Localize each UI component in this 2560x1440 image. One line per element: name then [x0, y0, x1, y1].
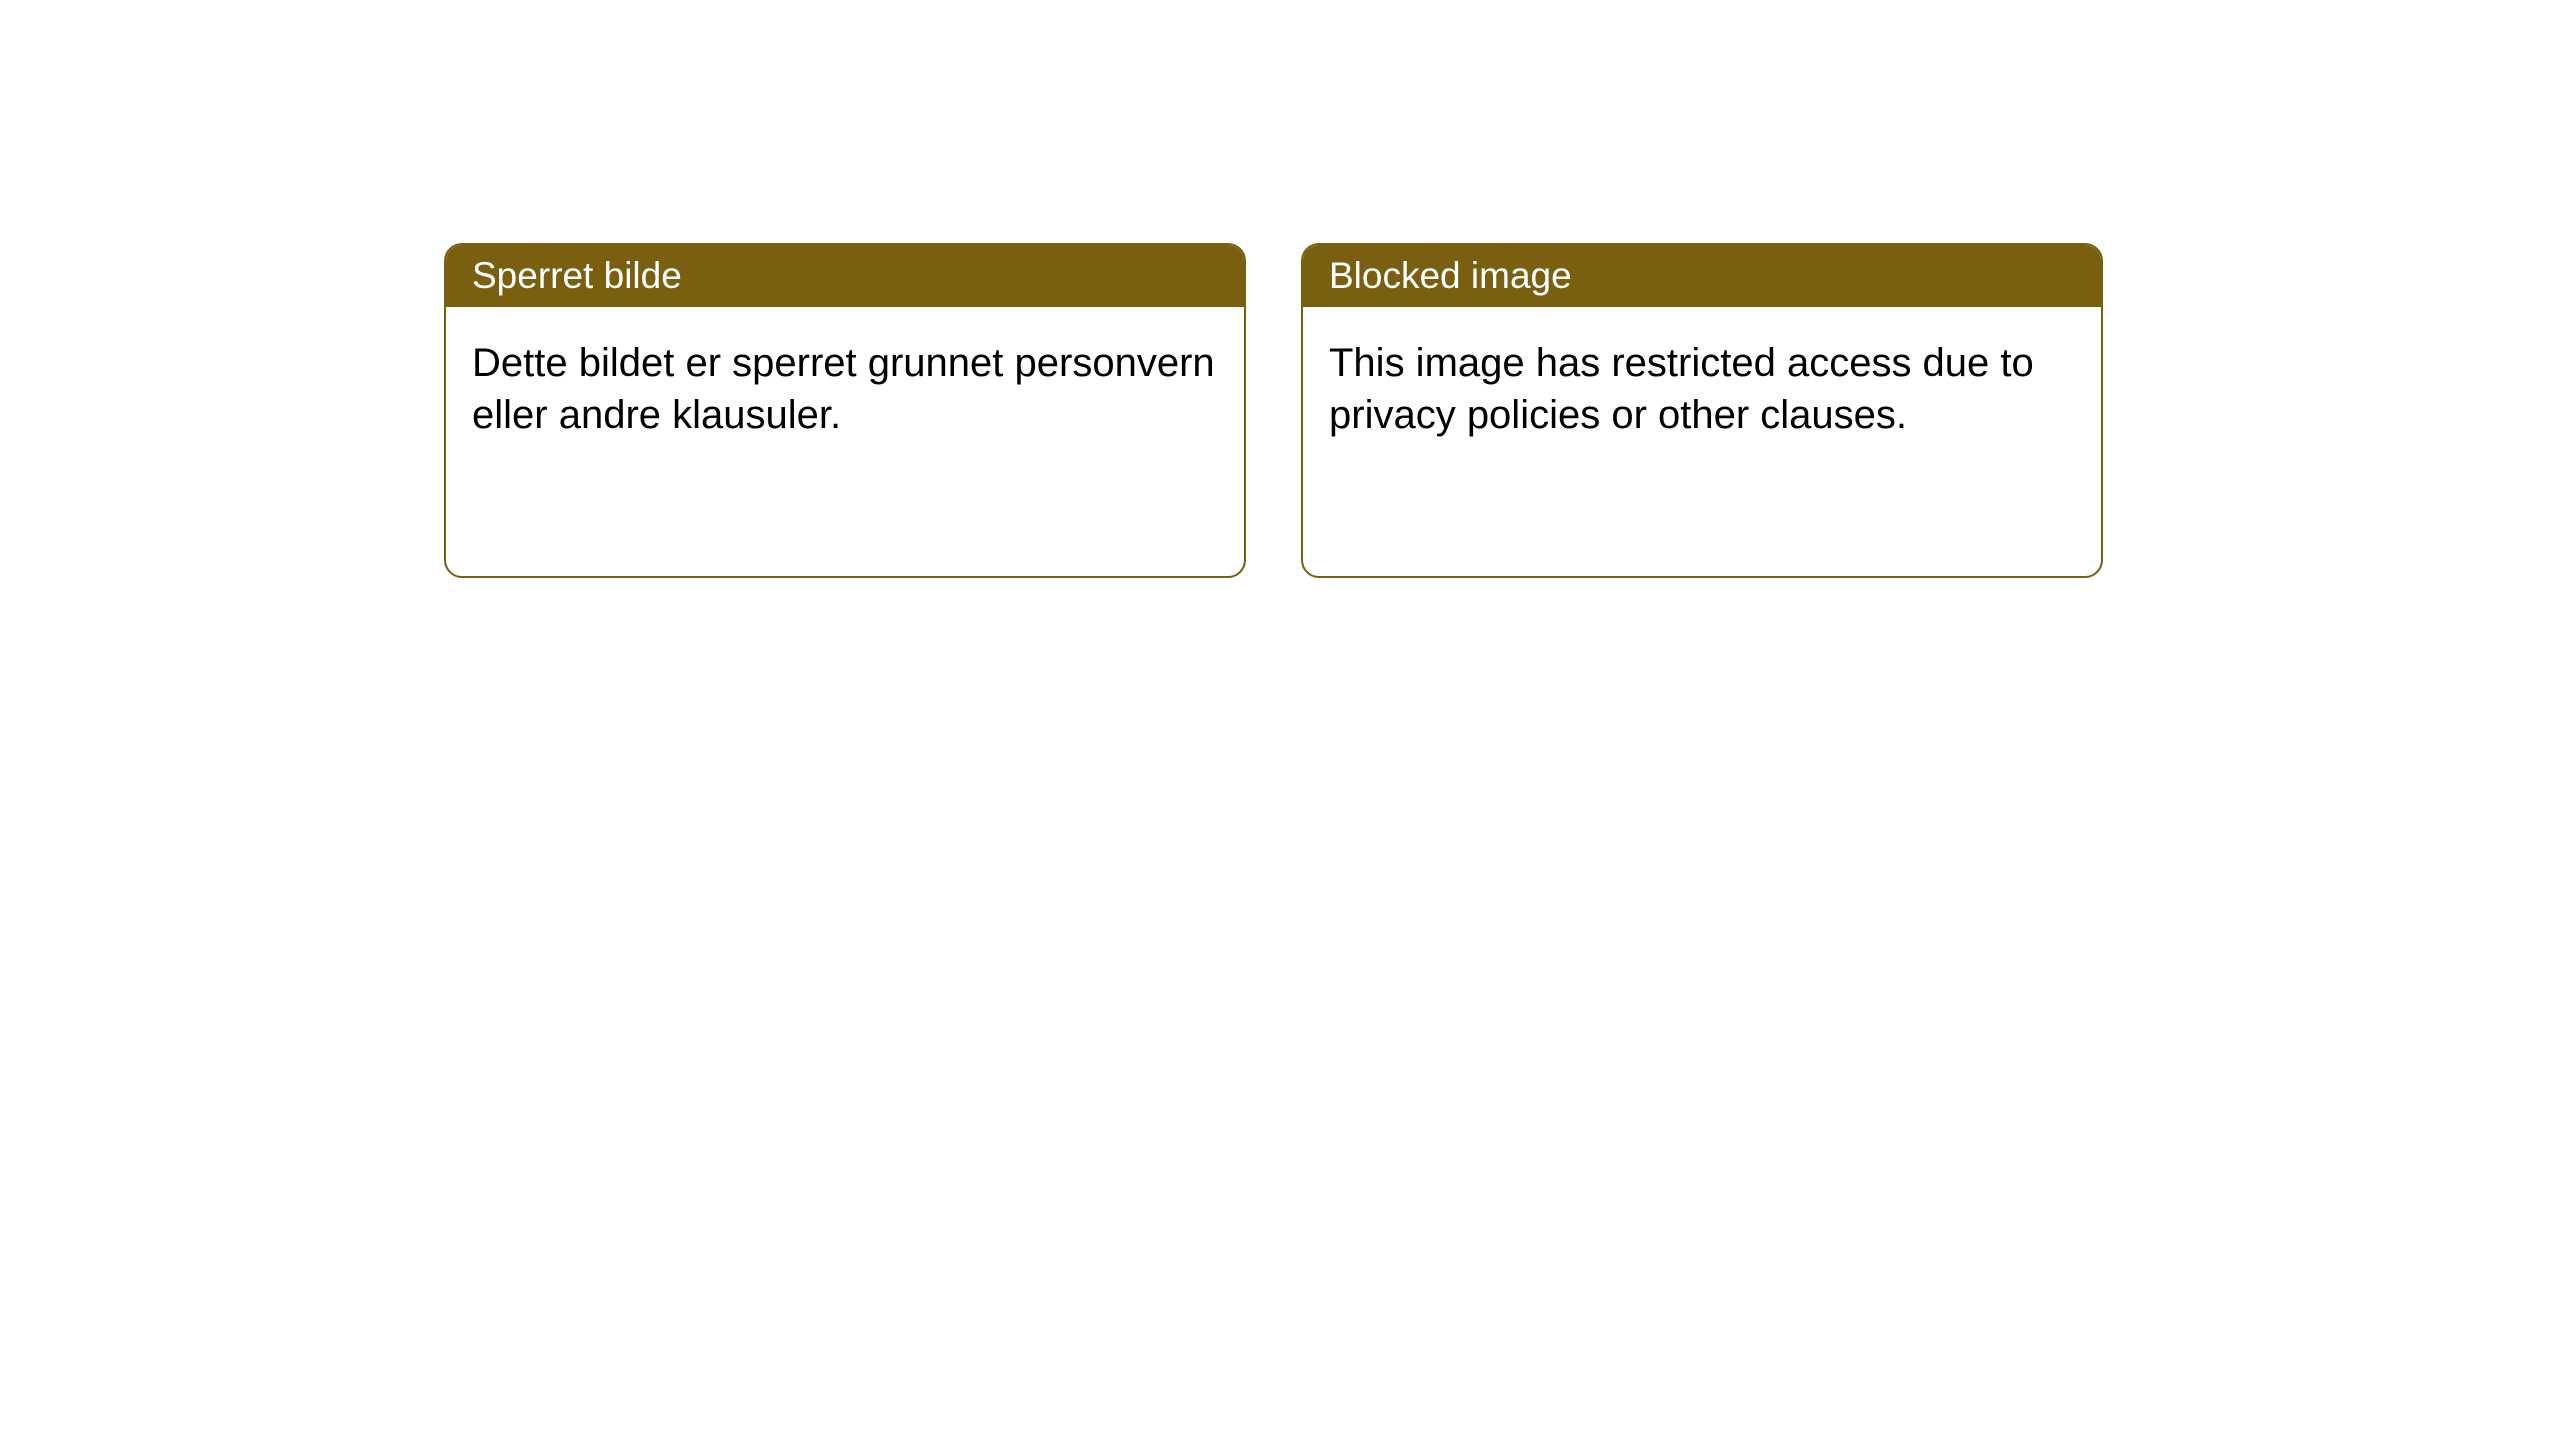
notice-body: This image has restricted access due to …: [1303, 307, 2101, 471]
notice-header: Blocked image: [1303, 245, 2101, 307]
notice-container: Sperret bilde Dette bildet er sperret gr…: [444, 243, 2103, 578]
notice-card-norwegian: Sperret bilde Dette bildet er sperret gr…: [444, 243, 1246, 578]
notice-body: Dette bildet er sperret grunnet personve…: [446, 307, 1244, 471]
notice-header: Sperret bilde: [446, 245, 1244, 307]
notice-card-english: Blocked image This image has restricted …: [1301, 243, 2103, 578]
